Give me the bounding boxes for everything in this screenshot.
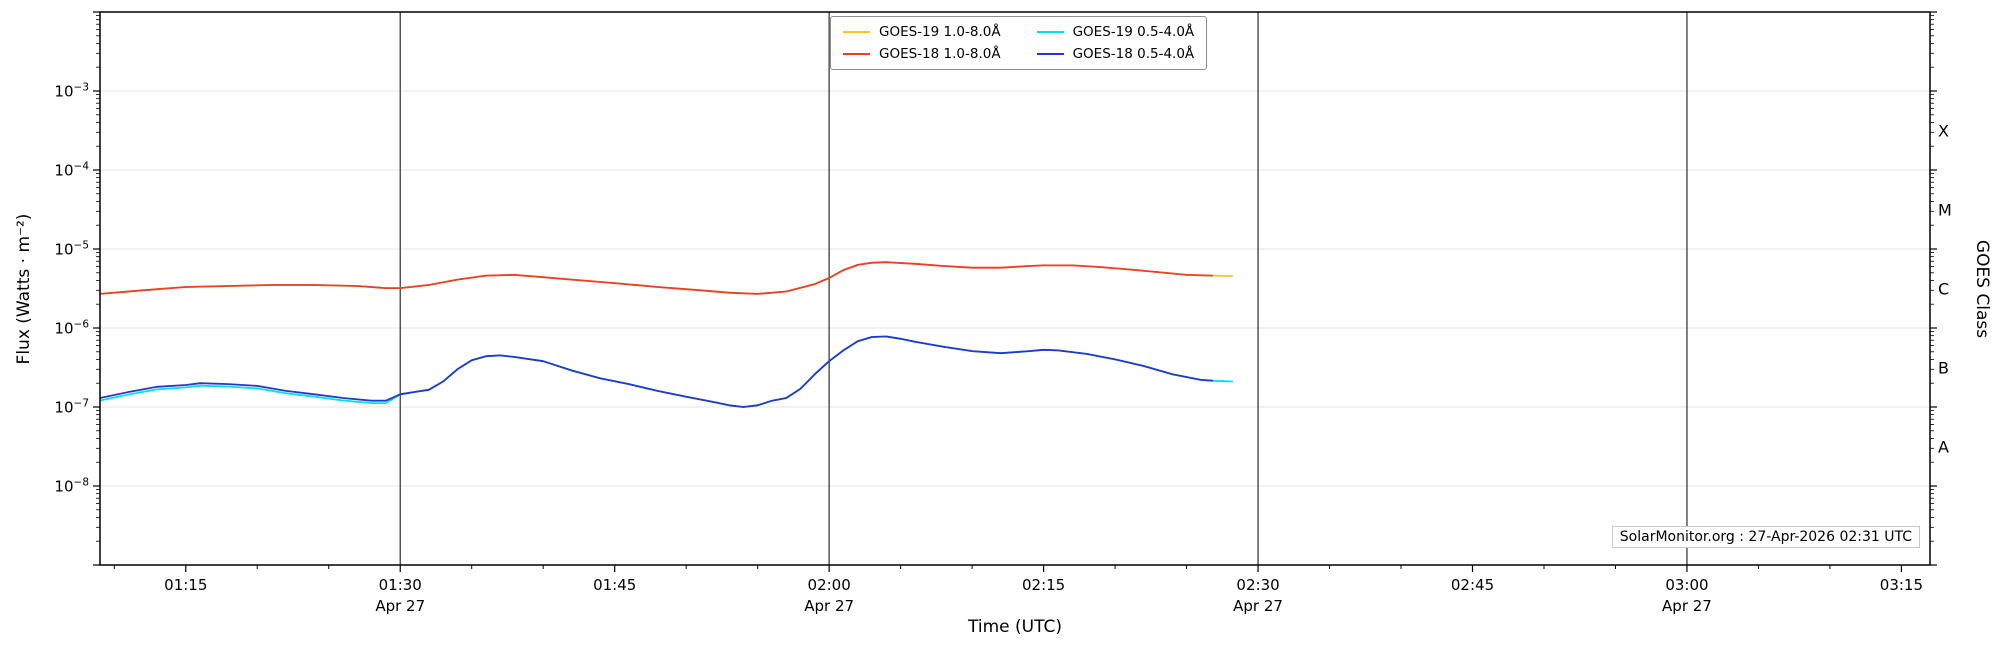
legend-line-swatch — [1036, 31, 1064, 33]
series-line-goes-19-1-0-8-0 — [100, 261, 1234, 295]
legend-label: GOES-19 0.5-4.0Å — [1072, 24, 1195, 40]
x-axis-label: Time (UTC) — [968, 617, 1062, 637]
y-tick-label: 10−6 — [54, 318, 89, 338]
x-tick-date-label: Apr 27 — [1233, 597, 1283, 615]
legend: GOES-19 1.0-8.0Å GOES-18 1.0-8.0Å GOES-19 … — [830, 16, 1208, 70]
y-tick-label: 10−8 — [54, 476, 89, 496]
x-tick-label: 02:00 — [807, 576, 851, 594]
series-line-goes-18-1-0-8-0 — [100, 261, 1214, 295]
watermark-timestamp: SolarMonitor.org : 27-Apr-2026 02:31 UTC — [1611, 526, 1920, 548]
x-tick-label: 03:15 — [1879, 576, 1924, 594]
y-tick-label: 10−5 — [54, 239, 89, 259]
y-tick-label: 10−4 — [54, 160, 89, 180]
legend-entry-goes-19-1-0-8-0: GOES-19 1.0-8.0Å — [843, 24, 1001, 40]
x-tick-date-label: Apr 27 — [1662, 597, 1712, 615]
y-axis-label: Flux (Watts · m⁻²) — [14, 213, 34, 365]
x-tick-label: 01:45 — [593, 576, 637, 594]
goes-class-label-a: A — [1938, 437, 1949, 456]
legend-line-swatch — [1036, 53, 1064, 55]
legend-line-swatch — [843, 53, 870, 55]
x-tick-date-label: Apr 27 — [804, 597, 855, 615]
goes-class-label-m: M — [1938, 200, 1952, 219]
x-tick-label: 02:30 — [1236, 576, 1280, 594]
legend-entry-goes-18-1-0-8-0: GOES-18 1.0-8.0Å — [843, 46, 1001, 62]
legend-label: GOES-18 0.5-4.0Å — [1072, 46, 1195, 62]
goes-class-label-x: X — [1938, 121, 1949, 140]
legend-label: GOES-19 1.0-8.0Å — [879, 24, 1001, 40]
x-tick-date-label: Apr 27 — [375, 597, 426, 615]
series-layer — [100, 261, 1234, 408]
plot-border — [99, 11, 1931, 566]
x-tick-label: 03:00 — [1665, 576, 1709, 594]
goes-class-label-c: C — [1938, 279, 1950, 298]
x-tick-label: 02:45 — [1450, 576, 1495, 594]
y-tick-label: 10−7 — [54, 397, 89, 417]
x-tick-label: 02:15 — [1021, 576, 1066, 594]
series-line-goes-18-0-5-4-0 — [100, 335, 1214, 408]
x-tick-label: 01:15 — [164, 576, 208, 594]
y-tick-label: 10−3 — [54, 81, 89, 101]
goes-class-label-b: B — [1938, 358, 1949, 377]
legend-label: GOES-18 1.0-8.0Å — [879, 46, 1001, 62]
legend-entry-goes-18-0-5-4-0: GOES-18 0.5-4.0Å — [1036, 46, 1195, 62]
series-line-goes-19-0-5-4-0 — [100, 335, 1234, 408]
legend-entry-goes-19-0-5-4-0: GOES-19 0.5-4.0Å — [1036, 24, 1195, 40]
right-axis-label: GOES Class — [1972, 239, 1992, 339]
x-tick-label: 01:30 — [378, 576, 422, 594]
legend-line-swatch — [843, 31, 870, 33]
